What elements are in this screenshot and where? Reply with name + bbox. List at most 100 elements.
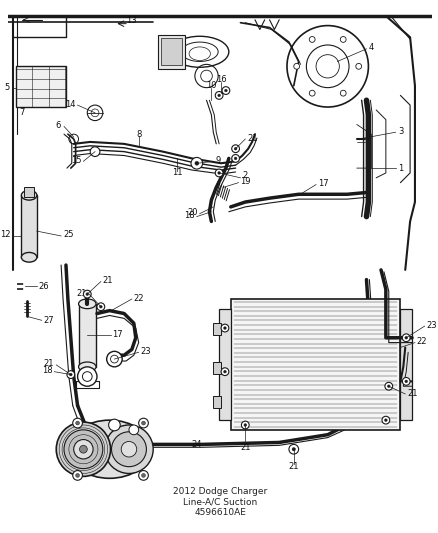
Text: 21: 21 <box>407 390 418 399</box>
Text: 23: 23 <box>427 321 437 329</box>
Bar <box>231 299 400 430</box>
Text: 10: 10 <box>206 81 217 90</box>
Circle shape <box>99 305 102 308</box>
Circle shape <box>107 351 122 367</box>
Circle shape <box>78 367 97 386</box>
Text: 17: 17 <box>113 330 123 340</box>
Circle shape <box>97 303 105 311</box>
Circle shape <box>86 293 88 295</box>
Circle shape <box>241 421 249 429</box>
Text: 19: 19 <box>240 177 251 186</box>
Text: 13: 13 <box>127 16 137 25</box>
Bar <box>219 309 231 420</box>
Bar <box>21 195 37 257</box>
Circle shape <box>403 377 410 385</box>
Circle shape <box>139 418 148 428</box>
Text: 2012 Dodge Charger
Line-A/C Suction
4596610AE: 2012 Dodge Charger Line-A/C Suction 4596… <box>173 487 267 517</box>
Circle shape <box>218 172 220 174</box>
Circle shape <box>340 90 346 96</box>
Text: 20: 20 <box>187 208 198 217</box>
Text: 7: 7 <box>19 108 25 117</box>
Circle shape <box>223 327 226 329</box>
Circle shape <box>215 169 223 177</box>
Circle shape <box>64 430 103 469</box>
Ellipse shape <box>21 190 37 200</box>
Text: 22: 22 <box>417 337 427 346</box>
Circle shape <box>405 336 408 339</box>
Circle shape <box>292 448 296 451</box>
Circle shape <box>222 87 230 94</box>
Circle shape <box>195 161 199 165</box>
Bar <box>78 304 96 367</box>
Bar <box>213 323 221 335</box>
Text: 24: 24 <box>191 440 202 449</box>
Circle shape <box>223 370 226 373</box>
Text: 18: 18 <box>184 211 195 220</box>
Bar <box>15 66 66 107</box>
Circle shape <box>90 147 100 157</box>
Circle shape <box>388 385 390 387</box>
Bar <box>158 35 185 69</box>
Circle shape <box>221 368 229 376</box>
Text: 25: 25 <box>63 230 74 239</box>
Circle shape <box>234 147 237 150</box>
Circle shape <box>141 473 145 478</box>
Circle shape <box>74 440 93 459</box>
Text: 21: 21 <box>247 134 258 142</box>
Text: 4: 4 <box>368 43 374 52</box>
Circle shape <box>218 94 220 97</box>
Circle shape <box>83 290 91 298</box>
Circle shape <box>76 421 80 425</box>
Ellipse shape <box>78 362 96 372</box>
Circle shape <box>191 157 203 169</box>
Text: 23: 23 <box>141 347 151 356</box>
Circle shape <box>139 471 148 480</box>
Text: 3: 3 <box>399 127 404 136</box>
Text: 21: 21 <box>77 289 87 297</box>
Circle shape <box>80 446 87 453</box>
Text: 26: 26 <box>39 282 49 291</box>
Circle shape <box>221 324 229 332</box>
Bar <box>213 362 221 374</box>
Text: 2: 2 <box>242 171 247 180</box>
Circle shape <box>109 419 120 431</box>
Circle shape <box>385 419 387 422</box>
Circle shape <box>70 373 72 376</box>
Bar <box>213 396 221 408</box>
Bar <box>24 188 34 197</box>
Ellipse shape <box>78 299 96 309</box>
Circle shape <box>141 421 145 425</box>
Circle shape <box>244 424 247 426</box>
Text: 12: 12 <box>0 230 11 239</box>
Circle shape <box>73 418 82 428</box>
Text: 6: 6 <box>56 121 61 130</box>
Circle shape <box>405 380 408 383</box>
Text: 27: 27 <box>44 316 54 325</box>
Ellipse shape <box>68 420 151 478</box>
Circle shape <box>73 471 82 480</box>
Circle shape <box>215 92 223 99</box>
Bar <box>400 309 412 420</box>
Circle shape <box>294 63 300 69</box>
Circle shape <box>403 334 410 342</box>
Text: 8: 8 <box>136 130 141 139</box>
Text: 21: 21 <box>240 443 251 452</box>
Circle shape <box>356 63 362 69</box>
Bar <box>161 38 182 66</box>
Ellipse shape <box>21 253 37 262</box>
Circle shape <box>129 425 139 435</box>
Ellipse shape <box>105 425 153 473</box>
Text: 18: 18 <box>42 366 53 375</box>
Circle shape <box>232 145 240 152</box>
Text: 17: 17 <box>318 179 328 188</box>
Circle shape <box>225 89 227 92</box>
Text: 21: 21 <box>103 276 113 285</box>
Circle shape <box>382 416 390 424</box>
Circle shape <box>234 157 237 160</box>
Circle shape <box>67 371 75 378</box>
Circle shape <box>340 37 346 42</box>
Text: 22: 22 <box>134 294 144 303</box>
Circle shape <box>385 382 392 390</box>
Text: 14: 14 <box>65 100 76 109</box>
Circle shape <box>309 90 315 96</box>
